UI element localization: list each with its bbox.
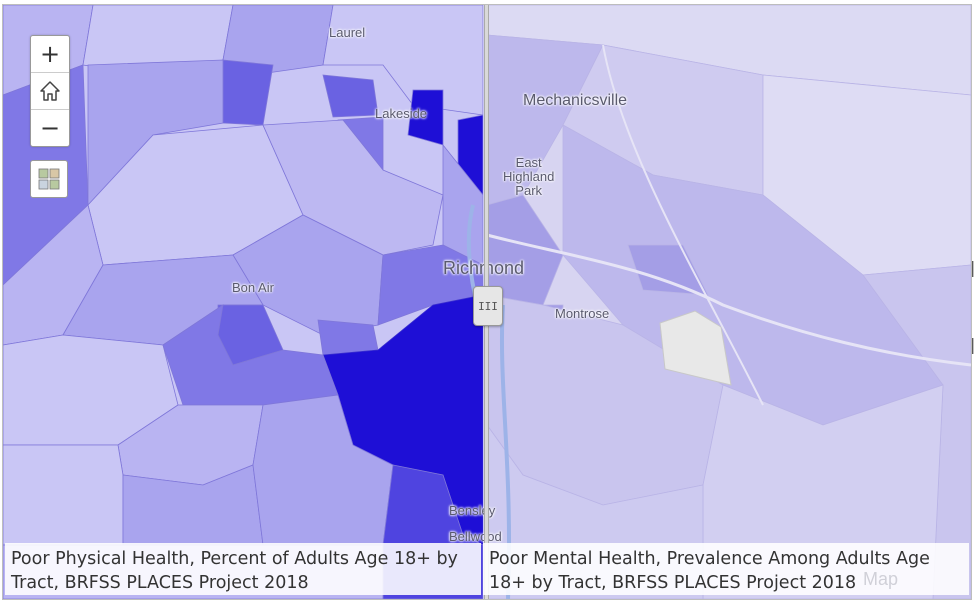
place-label-bensley: Bensley — [449, 503, 496, 518]
place-label-bellwood: Bellwood — [449, 529, 502, 544]
place-label-laurel: Laurel — [329, 25, 366, 40]
place-label-east-highland-park: East Highland Park — [503, 156, 554, 198]
place-label-mechanicsville: Mechanicsville — [523, 92, 628, 109]
home-button[interactable] — [31, 73, 69, 110]
place-label-bon-air: Bon Air — [232, 280, 274, 295]
tract-region — [442, 143, 483, 266]
plus-icon: + — [39, 40, 61, 68]
edge-marker: | — [970, 335, 975, 354]
minus-icon: − — [39, 114, 61, 142]
swipe-handle[interactable]: III — [473, 286, 503, 326]
edge-marker: | — [970, 258, 975, 277]
place-label-park: Park — [515, 183, 543, 198]
tract-region — [377, 244, 483, 326]
tract-region — [322, 74, 379, 118]
basemap-gallery-icon — [38, 168, 60, 190]
place-label-highland: Highland — [503, 169, 555, 184]
zoom-out-button[interactable]: − — [31, 110, 69, 146]
place-label-east: East — [515, 155, 542, 170]
left-map-layer[interactable] — [3, 5, 483, 599]
place-label-richmond: Richmond — [443, 258, 524, 279]
right-map-layer[interactable] — [3, 5, 971, 599]
left-layer-caption: Poor Physical Health, Percent of Adults … — [5, 543, 481, 595]
right-layer-caption: Poor Mental Health, Prevalence Among Adu… — [483, 543, 969, 595]
map-frame[interactable]: Laurel Lakeside Mechanicsville East High… — [2, 4, 972, 600]
tract-region — [87, 59, 224, 207]
tract-region — [862, 264, 971, 599]
zoom-controls: + − — [30, 35, 70, 147]
highlight-tract — [659, 310, 732, 386]
zoom-in-button[interactable]: + — [31, 36, 69, 73]
tract-region — [222, 5, 334, 76]
tract-region — [627, 244, 709, 296]
place-label-lakeside: Lakeside — [375, 106, 428, 121]
map-attribution: Map — [863, 569, 899, 589]
home-icon — [40, 81, 60, 101]
place-label-montrose: Montrose — [555, 306, 610, 321]
basemap-gallery-button[interactable] — [30, 160, 68, 198]
